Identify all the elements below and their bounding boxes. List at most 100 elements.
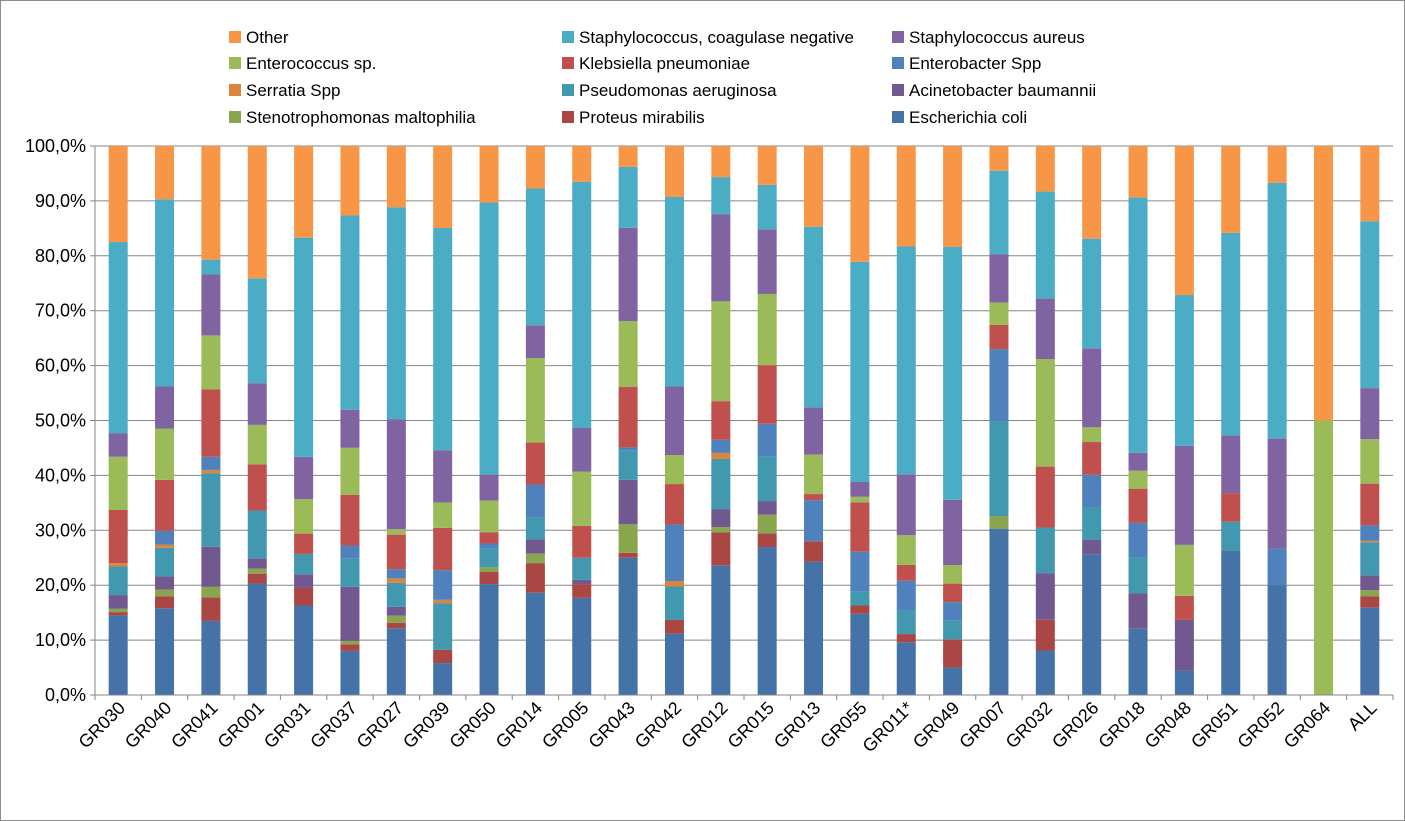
- bar-segment: [618, 447, 638, 451]
- bar-segment: [386, 606, 406, 616]
- bar-segment: [664, 586, 684, 620]
- bar-segment: [664, 455, 684, 485]
- bar-segment: [989, 421, 1009, 517]
- x-tick-label: GR015: [724, 698, 778, 752]
- bar-segment: [1360, 146, 1380, 222]
- bar-segment: [1360, 596, 1380, 608]
- x-tick-label: GR012: [677, 698, 731, 752]
- bar-segment: [1128, 557, 1148, 594]
- bar-segment: [433, 603, 453, 650]
- bar-segment: [108, 608, 128, 613]
- bar-segment: [155, 596, 175, 609]
- bar-segment: [757, 293, 777, 366]
- bar-segment: [340, 640, 360, 645]
- bar-segment: [294, 574, 314, 588]
- bar-segment: [664, 146, 684, 197]
- bar-segment: [896, 246, 916, 475]
- bar-segment: [943, 639, 963, 668]
- legend-swatch: [562, 84, 574, 96]
- bar-segment: [896, 610, 916, 635]
- bar-segment: [711, 177, 731, 215]
- x-tick-label: GR027: [353, 698, 407, 752]
- bar-segment: [664, 524, 684, 582]
- x-tick-label: GR031: [260, 698, 314, 752]
- bar-segment: [804, 146, 824, 227]
- bar-segment: [294, 146, 314, 238]
- bar-segment: [479, 543, 499, 549]
- bar-segment: [479, 567, 499, 573]
- y-tick-label: 90,0%: [35, 191, 86, 211]
- bar-segment: [618, 552, 638, 558]
- bar-segment: [108, 509, 128, 564]
- bar-segment: [757, 146, 777, 185]
- bar-segment: [1035, 527, 1055, 574]
- bar-segment: [1360, 575, 1380, 591]
- bar-segment: [1360, 439, 1380, 484]
- y-tick-label: 80,0%: [35, 246, 86, 266]
- bar-segment: [804, 494, 824, 501]
- bar-segment: [294, 237, 314, 457]
- bar-segment: [1360, 542, 1380, 576]
- x-tick-label: GR042: [631, 698, 685, 752]
- bar-segment: [804, 454, 824, 495]
- bar-segment: [247, 568, 267, 574]
- bar-segment: [1360, 525, 1380, 541]
- legend-swatch: [892, 84, 904, 96]
- bar-segment: [1267, 548, 1287, 586]
- y-tick-label: 40,0%: [35, 465, 86, 485]
- bar-segment: [1174, 146, 1194, 296]
- bar-segment: [294, 499, 314, 534]
- bar-segment: [618, 321, 638, 388]
- bar-segment: [989, 324, 1009, 350]
- bar-segment: [757, 365, 777, 424]
- bar-segment: [572, 471, 592, 526]
- bar-segment: [850, 496, 870, 503]
- y-tick-label: 0,0%: [45, 685, 86, 705]
- bar-segment: [155, 199, 175, 387]
- bar-segment: [108, 595, 128, 609]
- bar-segment: [155, 589, 175, 597]
- x-tick-label: GR041: [167, 698, 221, 752]
- bar-segment: [757, 501, 777, 515]
- bar-segment: [850, 551, 870, 592]
- bar-segment: [1035, 146, 1055, 192]
- bar-segment: [896, 535, 916, 565]
- x-tick-label: GR013: [770, 698, 824, 752]
- legend-label: Stenotrophomonas maltophilia: [246, 108, 476, 127]
- x-tick-label: GR049: [909, 698, 963, 752]
- bar-segment: [479, 572, 499, 585]
- x-tick-label: GR043: [584, 698, 638, 752]
- x-tick-label: GR040: [121, 698, 175, 752]
- bar-segment: [1082, 507, 1102, 540]
- x-tick-label: GR030: [75, 698, 129, 752]
- bar-segment: [618, 557, 638, 695]
- legend-label: Klebsiella pneumoniae: [579, 54, 750, 73]
- x-tick-label: GR018: [1094, 698, 1148, 752]
- bar-segment: [1313, 420, 1333, 695]
- bar-segment: [1267, 438, 1287, 549]
- bar-segment: [340, 494, 360, 546]
- bar-segment: [386, 569, 406, 579]
- bar-segment: [943, 583, 963, 603]
- legend-label: Staphylococcus aureus: [909, 28, 1085, 47]
- bar-segment: [1174, 670, 1194, 695]
- bar-segment: [386, 615, 406, 623]
- legend-label: Staphylococcus, coagulase negative: [579, 28, 854, 47]
- bar-segment: [294, 533, 314, 554]
- bar-segment: [1360, 590, 1380, 597]
- bar-segment: [386, 628, 406, 695]
- x-tick-label: GR037: [306, 698, 360, 752]
- x-tick-label: GR001: [214, 698, 268, 752]
- bar-segment: [1360, 221, 1380, 389]
- legend-swatch: [892, 31, 904, 43]
- x-tick-label: GR064: [1280, 698, 1334, 752]
- legend-label: Proteus mirabilis: [579, 108, 705, 127]
- x-tick-label: GR007: [955, 698, 1009, 752]
- bar-segment: [247, 424, 267, 465]
- bar-segment: [850, 481, 870, 497]
- bar-segment: [1174, 445, 1194, 545]
- bar-segment: [989, 528, 1009, 695]
- legend-label: Enterobacter Spp: [909, 54, 1041, 73]
- bar-segment: [433, 599, 453, 604]
- bar-segment: [804, 500, 824, 542]
